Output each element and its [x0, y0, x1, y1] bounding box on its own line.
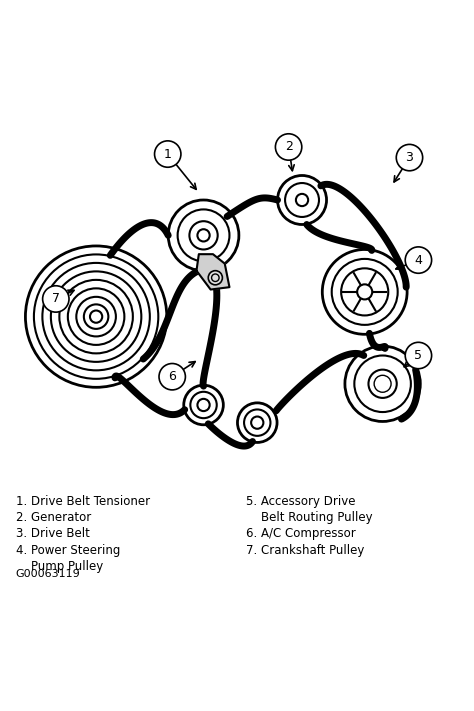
- Text: 7. Crankshaft Pulley: 7. Crankshaft Pulley: [246, 544, 365, 557]
- Circle shape: [155, 141, 181, 167]
- Text: 3. Drive Belt: 3. Drive Belt: [16, 528, 90, 540]
- Text: 7: 7: [52, 292, 60, 306]
- Circle shape: [197, 229, 210, 242]
- Circle shape: [357, 284, 372, 299]
- Text: 4: 4: [414, 254, 422, 267]
- Text: Pump Pulley: Pump Pulley: [16, 560, 103, 574]
- Text: 1. Drive Belt Tensioner: 1. Drive Belt Tensioner: [16, 495, 150, 508]
- Circle shape: [208, 271, 222, 285]
- Circle shape: [43, 286, 69, 312]
- Text: 2: 2: [285, 141, 292, 154]
- Text: 6. A/C Compressor: 6. A/C Compressor: [246, 528, 356, 540]
- Text: 6: 6: [168, 370, 176, 383]
- Circle shape: [405, 342, 432, 369]
- Text: 4. Power Steering: 4. Power Steering: [16, 544, 120, 557]
- Circle shape: [405, 247, 432, 273]
- Text: 5: 5: [414, 349, 422, 362]
- Text: Belt Routing Pulley: Belt Routing Pulley: [246, 511, 373, 524]
- Circle shape: [396, 144, 423, 171]
- Circle shape: [159, 363, 185, 390]
- Text: 5. Accessory Drive: 5. Accessory Drive: [246, 495, 356, 508]
- Circle shape: [275, 134, 302, 160]
- Text: G00063119: G00063119: [16, 570, 80, 579]
- Circle shape: [90, 311, 102, 323]
- Circle shape: [251, 417, 264, 429]
- Text: 3: 3: [406, 151, 413, 164]
- Circle shape: [197, 399, 210, 411]
- Circle shape: [296, 194, 308, 206]
- Polygon shape: [197, 255, 229, 289]
- Circle shape: [368, 370, 397, 398]
- Text: 1: 1: [164, 148, 172, 161]
- Text: 2. Generator: 2. Generator: [16, 511, 91, 524]
